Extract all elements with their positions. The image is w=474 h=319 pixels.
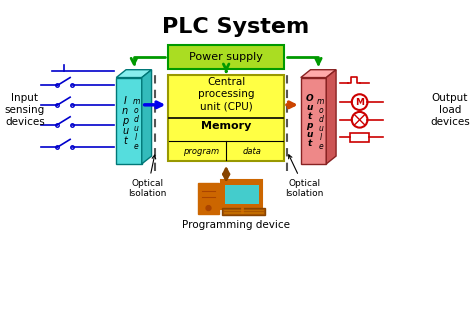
Text: PLC System: PLC System <box>162 17 310 37</box>
FancyBboxPatch shape <box>198 182 219 214</box>
Text: I
n
p
u
t: I n p u t <box>122 96 128 146</box>
Polygon shape <box>116 78 142 164</box>
Text: m
o
d
u
l
e: m o d u l e <box>132 97 140 151</box>
Text: Optical
Isolation: Optical Isolation <box>285 155 324 198</box>
Polygon shape <box>301 70 336 78</box>
Text: Power supply: Power supply <box>189 52 263 62</box>
Polygon shape <box>116 70 152 78</box>
Text: Optical
Isolation: Optical Isolation <box>128 155 167 198</box>
Text: m
o
d
u
l
e: m o d u l e <box>317 97 324 151</box>
FancyBboxPatch shape <box>225 184 258 204</box>
Polygon shape <box>301 78 326 164</box>
FancyBboxPatch shape <box>350 132 369 142</box>
Text: M: M <box>355 98 364 107</box>
Text: data: data <box>242 147 261 156</box>
FancyBboxPatch shape <box>221 180 263 209</box>
Polygon shape <box>142 70 152 164</box>
Polygon shape <box>326 70 336 164</box>
FancyBboxPatch shape <box>222 208 265 215</box>
Text: program: program <box>182 147 219 156</box>
Circle shape <box>206 206 211 211</box>
Text: Memory: Memory <box>201 121 251 131</box>
Text: Programming device: Programming device <box>182 220 290 230</box>
FancyBboxPatch shape <box>168 75 284 161</box>
Text: O
u
t
p
u
t: O u t p u t <box>306 94 313 148</box>
Text: Central
processing
unit (CPU): Central processing unit (CPU) <box>198 77 255 112</box>
Text: Input
sensing
devices: Input sensing devices <box>5 93 45 127</box>
Text: Output
load
devices: Output load devices <box>430 93 470 127</box>
FancyBboxPatch shape <box>168 45 284 69</box>
